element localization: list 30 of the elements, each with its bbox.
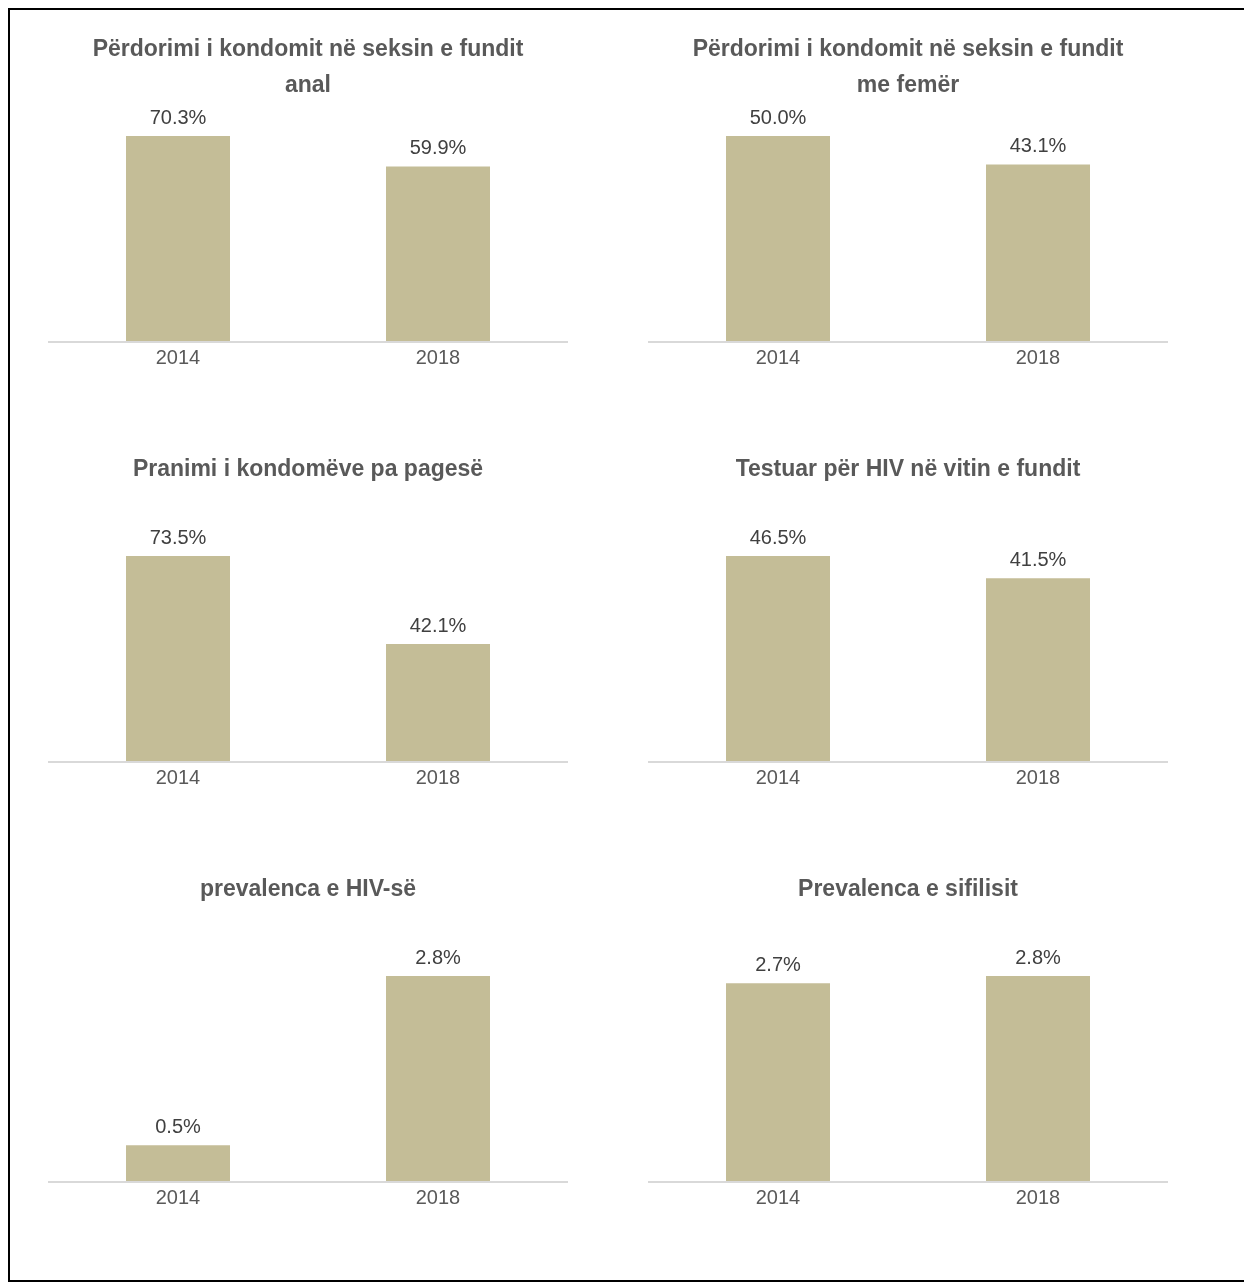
x-tick-label: 2014 <box>155 346 201 369</box>
x-tick-label: 2018 <box>1015 346 1061 369</box>
data-label: 0.5% <box>155 1115 202 1138</box>
x-tick-label: 2014 <box>155 1186 201 1209</box>
x-tick-label: 2014 <box>755 346 801 369</box>
chart-title: Pranimi i kondomëve pa pagesë <box>131 454 485 483</box>
x-tick-label: 2018 <box>1015 766 1061 789</box>
chart-title: Prevalenca e sifilisit <box>797 874 1019 903</box>
x-tick-label: 2014 <box>155 766 201 789</box>
data-label: 41.5% <box>1009 548 1067 571</box>
data-label: 2.8% <box>415 946 462 968</box>
data-label: 59.9% <box>409 136 467 159</box>
x-tick-label: 2018 <box>1015 1186 1061 1209</box>
x-tick-label: 2014 <box>755 1186 801 1209</box>
chart-title: Testuar për HIV në vitin e fundit <box>734 454 1082 483</box>
x-tick-label: 2018 <box>415 346 461 369</box>
chart-title: Përdorimi i kondomit në seksin e fundit me femër <box>691 34 1125 99</box>
data-label: 70.3% <box>149 106 207 128</box>
data-label: 50.0% <box>749 106 807 128</box>
x-tick-label: 2018 <box>415 766 461 789</box>
data-label: 46.5% <box>749 526 807 548</box>
data-label: 43.1% <box>1009 134 1067 157</box>
data-label: 2.7% <box>755 953 802 976</box>
data-label: 2.8% <box>1015 946 1062 968</box>
chart-title: prevalenca e HIV-së <box>198 874 418 903</box>
chart-title: Përdorimi i kondomit në seksin e fundit anal <box>91 34 525 99</box>
data-label: 42.1% <box>409 614 467 637</box>
x-tick-label: 2018 <box>415 1186 461 1209</box>
x-tick-label: 2014 <box>755 766 801 789</box>
data-label: 73.5% <box>149 526 207 548</box>
